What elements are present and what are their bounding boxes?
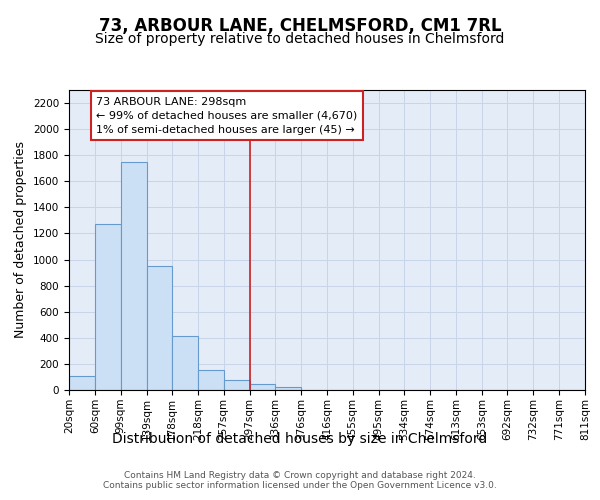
Text: 73 ARBOUR LANE: 298sqm
← 99% of detached houses are smaller (4,670)
1% of semi-d: 73 ARBOUR LANE: 298sqm ← 99% of detached… [97, 96, 358, 134]
Y-axis label: Number of detached properties: Number of detached properties [14, 142, 28, 338]
Bar [121, 162, 146, 390]
Bar [224, 380, 250, 390]
Bar [95, 224, 121, 390]
Bar [198, 370, 224, 390]
Bar [172, 336, 198, 390]
Text: 73, ARBOUR LANE, CHELMSFORD, CM1 7RL: 73, ARBOUR LANE, CHELMSFORD, CM1 7RL [98, 18, 502, 36]
Text: Contains HM Land Registry data © Crown copyright and database right 2024.
Contai: Contains HM Land Registry data © Crown c… [103, 470, 497, 490]
Bar [69, 376, 95, 390]
Bar [275, 386, 301, 390]
Text: Distribution of detached houses by size in Chelmsford: Distribution of detached houses by size … [112, 432, 488, 446]
Bar [146, 266, 172, 390]
Text: Size of property relative to detached houses in Chelmsford: Size of property relative to detached ho… [95, 32, 505, 46]
Bar [250, 384, 275, 390]
